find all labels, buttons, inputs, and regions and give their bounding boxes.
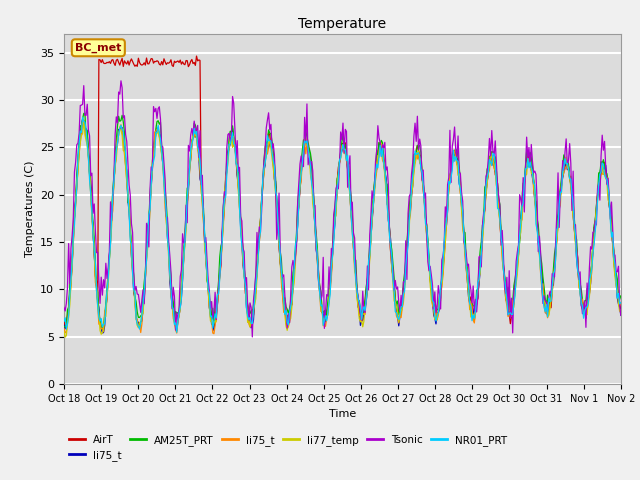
X-axis label: Time: Time xyxy=(329,409,356,419)
Text: BC_met: BC_met xyxy=(75,43,122,53)
Legend: AirT, li75_t, AM25T_PRT, li75_t, li77_temp, Tsonic, NR01_PRT: AirT, li75_t, AM25T_PRT, li75_t, li77_te… xyxy=(69,435,507,461)
Title: Temperature: Temperature xyxy=(298,17,387,31)
Y-axis label: Temperatures (C): Temperatures (C) xyxy=(24,160,35,257)
